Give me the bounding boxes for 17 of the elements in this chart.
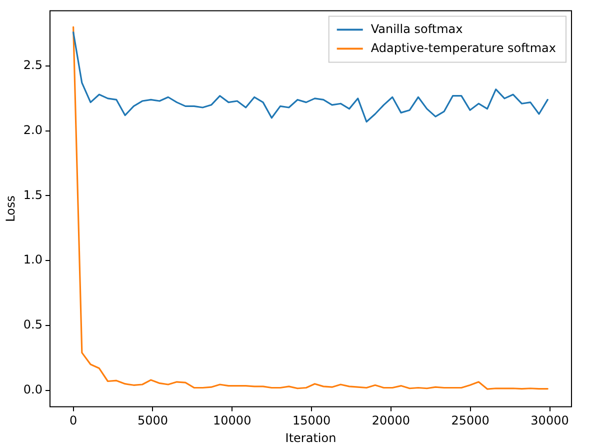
x-tick-label: 15000 <box>292 414 331 428</box>
x-tick-label: 30000 <box>530 414 569 428</box>
y-tick-label: 2.5 <box>23 58 42 72</box>
x-axis-title: Iteration <box>285 430 336 445</box>
y-axis-title: Loss <box>3 196 18 222</box>
x-tick-label: 5000 <box>137 414 168 428</box>
legend-label: Vanilla softmax <box>370 22 463 36</box>
x-tick-label: 10000 <box>213 414 252 428</box>
x-tick-label: 20000 <box>372 414 410 428</box>
y-tick-label: 1.0 <box>23 252 42 267</box>
x-tick-label: 0 <box>69 414 78 428</box>
legend-label: Adaptive-temperature softmax <box>370 40 556 55</box>
y-tick-label: 1.5 <box>23 188 42 202</box>
x-tick-label: 25000 <box>451 414 490 428</box>
y-tick-label: 0.0 <box>23 382 42 396</box>
y-tick-label: 0.5 <box>23 318 42 332</box>
y-tick-label: 2.0 <box>23 122 42 137</box>
